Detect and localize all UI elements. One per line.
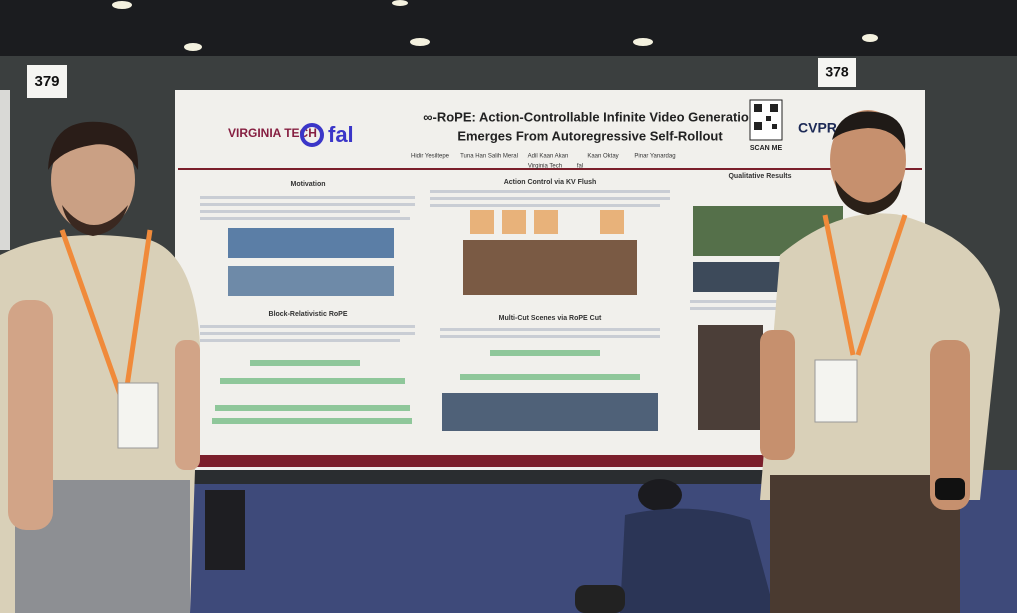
section-heading: Multi-Cut Scenes via RoPE Cut xyxy=(499,315,602,322)
poster-divider xyxy=(178,168,922,170)
qr-pattern xyxy=(754,104,778,130)
section-heading: Motivation xyxy=(291,181,326,188)
section-heading: Qualitative Results xyxy=(728,173,791,180)
author-name: Tuna Han Salih Meral xyxy=(460,154,518,160)
person xyxy=(760,110,1000,613)
qr-caption: SCAN ME xyxy=(750,145,783,152)
fal-icon xyxy=(300,123,324,147)
conference-logo: CVPR xyxy=(798,120,837,136)
person xyxy=(575,479,775,613)
poster-title: Emerges From Autoregressive Self-Rollout xyxy=(457,128,723,143)
poster-title: ∞-RoPE: Action-Controllable Infinite Vid… xyxy=(423,109,757,124)
ceiling xyxy=(0,0,1017,56)
vt-logo: VIRGINIA TECH xyxy=(228,126,317,140)
affiliation: fal xyxy=(577,164,583,170)
person xyxy=(0,121,200,613)
wall-edge xyxy=(0,90,10,250)
ceiling-lights xyxy=(112,0,878,51)
author-name: Adil Kaan Akan xyxy=(528,154,569,160)
booth-number: 379 xyxy=(34,73,59,90)
poster-footer xyxy=(190,455,915,467)
fal-logo: fal xyxy=(328,122,354,147)
poster-shadow xyxy=(175,470,925,484)
author-name: Hidir Yesiltepe xyxy=(411,154,450,160)
author-name: Pinar Yanardag xyxy=(634,154,675,160)
author-name: Kaan Oktay xyxy=(587,154,618,160)
section-heading: Action Control via KV Flush xyxy=(504,179,597,186)
person-legs xyxy=(205,490,245,570)
booth-sign xyxy=(818,58,856,87)
affiliation: Virginia Tech xyxy=(528,164,562,170)
booth-number: 378 xyxy=(825,64,849,80)
section-heading: Block-Relativistic RoPE xyxy=(269,311,348,318)
booth-sign xyxy=(27,65,67,98)
poster-figures xyxy=(200,190,910,431)
author-list: Hidir Yesiltepe Tuna Han Salih Meral Adil … xyxy=(411,154,676,160)
